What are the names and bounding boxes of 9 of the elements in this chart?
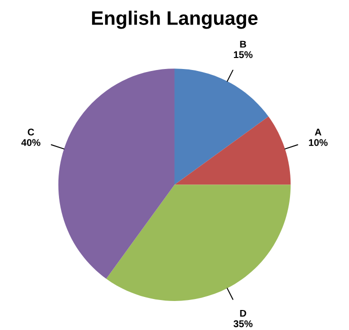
slice-label: B [240, 40, 246, 48]
data-label: 10% [309, 139, 328, 146]
slice-label: A [314, 128, 322, 136]
data-label: 40% [21, 139, 40, 146]
slice-label: C [28, 128, 34, 136]
chart-title: English Language [92, 10, 258, 29]
slice-label: D [240, 310, 246, 317]
data-label: 35% [234, 320, 253, 328]
data-label: 15% [234, 51, 253, 58]
